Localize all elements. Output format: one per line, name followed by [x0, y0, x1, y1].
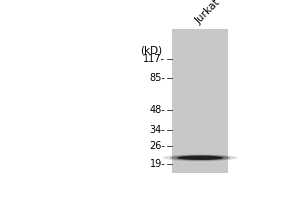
- Ellipse shape: [177, 156, 224, 160]
- Text: 85-: 85-: [149, 73, 165, 83]
- Text: 26-: 26-: [149, 141, 165, 151]
- Text: 117-: 117-: [143, 54, 165, 64]
- Text: 48-: 48-: [150, 105, 165, 115]
- Text: Jurkat: Jurkat: [193, 0, 222, 26]
- Text: (kD): (kD): [140, 45, 162, 55]
- Ellipse shape: [170, 155, 230, 161]
- Text: 34-: 34-: [150, 125, 165, 135]
- Bar: [172, 29, 228, 173]
- Ellipse shape: [163, 154, 238, 161]
- Text: 19-: 19-: [150, 159, 165, 169]
